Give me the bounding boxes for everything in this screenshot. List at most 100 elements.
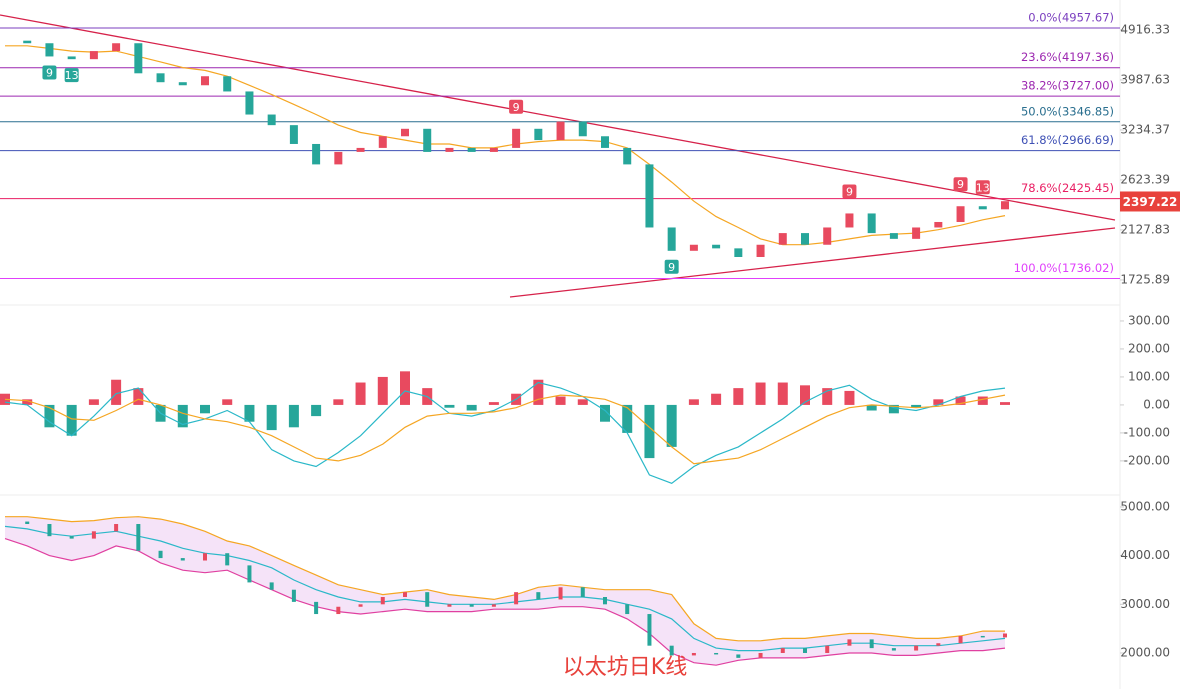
candle: [312, 143, 321, 165]
candle: [645, 164, 654, 228]
candle: [45, 43, 54, 57]
macd-bar: [844, 390, 855, 405]
candle: [734, 248, 743, 257]
candle: [89, 51, 98, 60]
td-badge: [509, 99, 524, 114]
fib-label: 78.6%(2425.45): [1021, 181, 1114, 195]
macd-bar: [644, 404, 655, 459]
fib-label: 38.2%(3727.00): [1021, 79, 1114, 93]
macd-bar: [244, 404, 255, 422]
candle: [356, 147, 365, 152]
macd-bar: [888, 404, 899, 414]
candle: [47, 524, 52, 537]
td-label: 9: [957, 178, 964, 191]
candle: [134, 43, 143, 74]
candle: [225, 553, 230, 566]
candle: [558, 587, 563, 600]
y-tick-label: 2127.83: [1120, 222, 1170, 236]
band-fill: [5, 516, 1005, 666]
candle: [203, 553, 207, 561]
candle: [536, 592, 541, 600]
candle: [158, 550, 163, 559]
candle: [980, 635, 985, 638]
dif-line: [4, 381, 1006, 484]
candle: [67, 56, 76, 60]
candle: [380, 597, 385, 605]
candle: [958, 635, 963, 644]
candle: [267, 114, 276, 126]
td-badge: [42, 65, 57, 80]
td-badge: [975, 180, 990, 195]
candle: [780, 648, 785, 653]
macd-bar: [222, 399, 233, 405]
macd-bar: [288, 404, 299, 428]
y-tick-label: 5000.00: [1120, 499, 1170, 513]
candle: [891, 648, 896, 651]
td-label: 9: [668, 261, 675, 274]
candle: [23, 40, 32, 44]
candle: [603, 597, 607, 605]
y-tick-label: 0.00: [1143, 397, 1170, 411]
candle: [914, 645, 919, 651]
candle: [867, 213, 876, 234]
candle: [445, 147, 454, 152]
y-tick-label: 2000.00: [1120, 645, 1170, 659]
candle: [669, 645, 674, 656]
candle: [691, 652, 696, 656]
td-label: 9: [846, 185, 853, 198]
macd-bar: [688, 399, 699, 405]
macd-bar: [44, 404, 55, 428]
candle: [578, 121, 587, 137]
candle: [514, 592, 519, 605]
candle: [91, 531, 96, 539]
last-price-label: 2397.22: [1123, 195, 1178, 209]
candle: [845, 213, 854, 228]
y-tick-label: 1725.89: [1120, 272, 1170, 286]
candle: [934, 221, 943, 228]
y-tick-label: -100.00: [1124, 425, 1170, 439]
candle: [534, 128, 543, 141]
candle: [469, 604, 474, 607]
y-tick-label: 2623.39: [1120, 172, 1170, 186]
macd-bar: [444, 404, 455, 408]
candle: [625, 604, 630, 615]
candle: [423, 128, 432, 152]
candle: [491, 604, 496, 607]
macd-bar: [977, 396, 988, 405]
candle: [803, 648, 807, 653]
macd-bar: [466, 404, 477, 411]
candle: [401, 128, 409, 137]
trendline: [0, 14, 1116, 221]
candle: [25, 521, 30, 525]
td-badge: [953, 177, 968, 192]
dea-line: [4, 394, 1006, 465]
macd-bar: [666, 404, 677, 447]
macd-bar: [800, 385, 810, 405]
candle: [758, 652, 763, 658]
ma-line: [5, 45, 1006, 246]
macd-bar: [333, 399, 344, 405]
macd-bar: [866, 404, 877, 411]
trendline: [509, 227, 1116, 298]
y-tick-label: 4916.33: [1120, 22, 1170, 36]
candle: [314, 601, 319, 615]
candle: [136, 524, 141, 551]
td-label: 13: [976, 181, 990, 194]
y-tick-label: 200.00: [1128, 341, 1170, 355]
fib-label: 0.0%(4957.67): [1028, 10, 1114, 24]
macd-bar: [955, 396, 966, 405]
candle: [289, 125, 298, 144]
macd-bar: [488, 402, 499, 405]
candle: [247, 565, 252, 583]
macd-bar: [1000, 402, 1010, 405]
last-price-box: [1120, 191, 1180, 212]
candle: [1003, 633, 1007, 638]
macd-bar: [533, 379, 544, 405]
candle: [623, 147, 632, 165]
candle: [447, 604, 452, 607]
candle: [178, 82, 187, 86]
y-tick-label: 3234.37: [1120, 122, 1170, 136]
candle: [336, 606, 341, 615]
candle: [712, 244, 721, 249]
